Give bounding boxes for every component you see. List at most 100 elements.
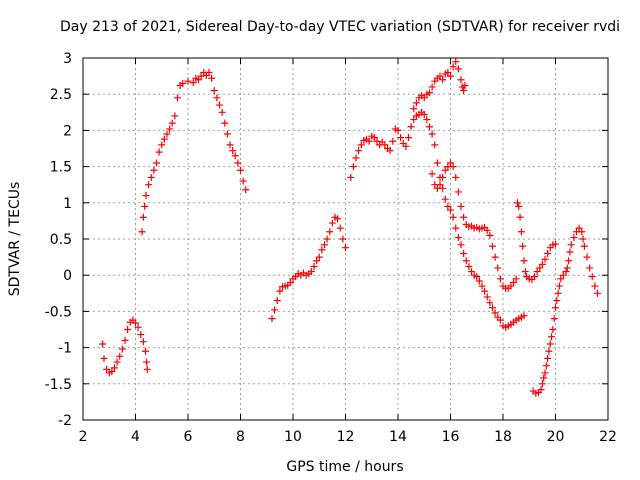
data-point [449,63,457,71]
data-point [386,147,394,155]
data-point [189,79,197,87]
data-point [559,271,567,279]
x-axis-label: GPS time / hours [286,459,403,475]
data-point [407,123,415,131]
data-point [496,316,504,324]
data-point [460,249,468,257]
data-point [373,137,381,145]
data-point [334,215,342,223]
data-point [441,195,449,203]
y-tick-label: -1.5 [45,377,72,393]
data-point [546,340,554,348]
y-tick-label: 0 [63,268,72,284]
data-point [519,242,527,250]
data-point [452,224,460,232]
data-point [118,345,126,353]
y-tick-label: -0.5 [45,304,72,320]
data-point [216,101,223,109]
data-point [405,134,412,142]
data-point [423,116,431,124]
data-point [575,224,583,232]
y-tick-label: 2 [63,123,72,139]
x-tick-label: 18 [494,429,512,445]
data-point [226,141,234,149]
data-point [402,142,410,150]
data-point [218,108,226,116]
data-series [99,58,601,397]
data-point [237,166,244,174]
data-point [307,268,315,276]
data-point [544,249,552,257]
data-point [158,141,166,149]
data-point [436,181,444,189]
data-point [513,199,521,207]
data-point [516,213,524,221]
data-point [510,278,517,286]
data-point [355,147,363,155]
data-point [491,309,499,317]
data-point [336,224,344,232]
data-point [475,277,483,285]
data-point [357,141,365,149]
data-point [273,297,281,305]
data-point [347,173,355,181]
data-point [153,159,160,167]
data-point [428,83,436,91]
data-point [533,268,541,276]
data-point [578,228,586,236]
data-point [195,76,202,84]
data-point [381,141,389,149]
data-point [520,257,528,265]
chart-title: Day 213 of 2021, Sidereal Day-to-day VTE… [60,19,620,35]
y-tick-label: 0.5 [50,232,72,248]
data-point [444,68,452,76]
data-point [507,282,515,290]
data-point [276,287,284,295]
data-point [591,282,599,290]
data-point [124,326,132,333]
data-point [229,147,237,155]
data-point [410,105,418,113]
data-point [567,241,575,249]
data-point [420,94,428,102]
data-point [370,134,378,142]
data-point [328,219,336,227]
data-point [457,76,465,84]
data-point [565,257,573,265]
y-tick-label: 3 [63,51,72,67]
data-point [457,241,465,249]
data-point [166,125,174,133]
y-tick-label: 1.5 [50,160,72,176]
data-point [586,264,594,272]
data-point [489,242,496,250]
data-point [268,315,276,323]
x-tick-labels: 2 4 6 8 10 12 14 16 18 20 22 [79,429,617,445]
x-tick-label: 4 [131,429,140,445]
tick-layer [82,57,609,421]
data-point [544,354,552,362]
data-point [147,173,155,181]
data-point [433,159,441,167]
data-point [541,255,549,263]
data-point [99,340,107,348]
data-point [537,386,545,394]
data-point [116,352,124,360]
data-point [538,380,546,388]
data-point [496,275,504,283]
data-point [141,347,149,355]
data-point [562,268,570,276]
data-point [242,186,250,194]
data-point [570,234,578,242]
x-tick-label: 8 [236,429,245,445]
data-point [461,82,469,90]
data-point [553,297,561,305]
data-point [339,235,347,243]
data-point [462,257,470,265]
data-point [548,333,556,341]
data-point [554,289,562,297]
data-point [486,231,494,239]
data-point [431,141,439,149]
data-point [342,244,349,252]
y-tick-label: 1 [63,196,72,212]
